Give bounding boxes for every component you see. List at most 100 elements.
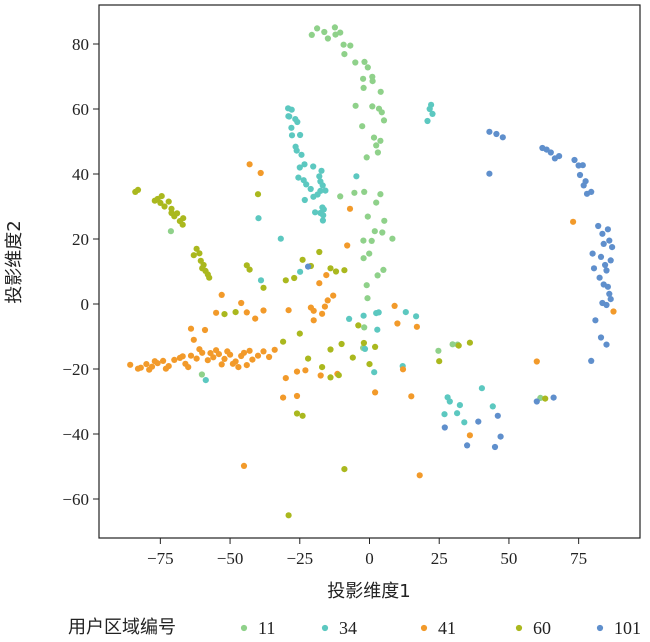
point-series-41 [240, 462, 248, 469]
point-series-41 [190, 336, 197, 343]
point-series-11 [331, 24, 338, 31]
point-series-60 [196, 250, 203, 257]
point-series-34 [318, 167, 325, 174]
point-series-41 [260, 348, 267, 355]
point-series-41 [160, 357, 167, 364]
point-series-34 [286, 113, 293, 120]
point-series-11 [352, 102, 359, 109]
point-series-101 [603, 267, 610, 274]
point-series-60 [168, 209, 175, 217]
point-series-34 [429, 110, 436, 117]
point-series-60 [161, 203, 168, 210]
point-series-41 [229, 360, 236, 367]
legend-title: 用户区域编号 [68, 617, 176, 638]
point-series-34 [322, 187, 329, 194]
point-series-41 [319, 310, 326, 317]
point-series-34 [297, 268, 304, 275]
point-series-34 [320, 206, 327, 213]
point-series-11 [375, 105, 383, 112]
point-series-34 [371, 369, 378, 376]
point-series-60 [174, 210, 181, 217]
point-series-60 [335, 372, 342, 379]
point-series-101 [486, 170, 493, 177]
point-series-41 [137, 364, 144, 371]
x-tick-label: 0 [365, 549, 374, 568]
point-series-101 [475, 418, 482, 425]
point-series-101 [599, 230, 606, 237]
point-series-101 [499, 134, 506, 141]
point-series-41 [240, 349, 248, 356]
point-series-101 [606, 237, 613, 244]
point-series-41 [246, 161, 253, 168]
point-series-11 [374, 149, 381, 156]
point-series-11 [352, 59, 359, 66]
point-series-60 [299, 256, 306, 263]
point-series-60 [165, 198, 172, 205]
point-series-11 [308, 31, 315, 38]
point-series-34 [296, 164, 303, 171]
point-series-101 [603, 341, 610, 348]
scatter-points [127, 24, 617, 519]
point-series-41 [224, 348, 231, 355]
point-series-41 [196, 346, 203, 353]
point-series-41 [162, 365, 169, 372]
point-series-101 [603, 301, 610, 309]
point-series-41 [266, 353, 273, 361]
point-series-41 [394, 320, 401, 327]
point-series-41 [243, 362, 250, 369]
legend: 用户区域编号 11 34 41 60 101 [68, 617, 641, 638]
point-series-34 [288, 106, 295, 113]
point-series-41 [243, 309, 250, 316]
legend-marker-41 [420, 624, 428, 632]
point-series-34 [303, 181, 310, 188]
point-series-60 [157, 199, 164, 206]
point-series-34 [413, 313, 420, 320]
point-series-101 [533, 398, 540, 405]
point-series-101 [571, 156, 578, 164]
y-axis: −60 −40 −20 0 20 40 60 80 [62, 35, 99, 509]
point-series-41 [260, 307, 267, 314]
point-series-41 [323, 272, 330, 279]
point-series-11 [368, 237, 375, 244]
point-series-41 [330, 292, 337, 299]
point-series-11 [340, 41, 347, 48]
point-series-60 [372, 343, 379, 350]
point-series-11 [347, 42, 354, 49]
point-series-11 [377, 88, 384, 95]
point-series-34 [361, 345, 369, 352]
point-series-11 [321, 28, 328, 36]
point-series-41 [254, 352, 262, 359]
point-series-11 [363, 154, 370, 161]
point-series-41 [533, 358, 540, 365]
point-series-101 [595, 222, 602, 230]
point-series-11 [381, 217, 388, 224]
point-series-101 [494, 412, 501, 419]
point-series-60 [366, 361, 373, 368]
point-series-11 [435, 347, 442, 354]
point-series-41 [310, 307, 317, 314]
x-tick-label: 75 [570, 549, 587, 568]
point-series-11 [374, 272, 381, 279]
x-tick-label: −25 [286, 549, 313, 568]
point-series-41 [610, 308, 617, 315]
point-series-34 [295, 174, 302, 181]
point-series-34 [277, 235, 284, 242]
point-series-60 [332, 268, 340, 275]
point-series-60 [355, 322, 362, 329]
point-series-41 [321, 303, 328, 310]
point-series-41 [310, 317, 317, 324]
point-series-101 [493, 130, 500, 138]
point-series-101 [464, 442, 471, 449]
point-series-101 [588, 357, 595, 364]
y-tick-label: 60 [72, 100, 89, 119]
point-series-34 [312, 209, 319, 216]
y-axis-title: 投影维度2 [4, 220, 25, 303]
point-series-60 [282, 277, 289, 284]
point-series-60 [285, 512, 292, 519]
point-series-34 [319, 217, 326, 224]
legend-marker-34 [321, 624, 329, 632]
point-series-60 [180, 215, 187, 222]
point-series-11 [370, 134, 378, 141]
point-series-60 [305, 355, 312, 362]
point-series-41 [391, 302, 398, 309]
